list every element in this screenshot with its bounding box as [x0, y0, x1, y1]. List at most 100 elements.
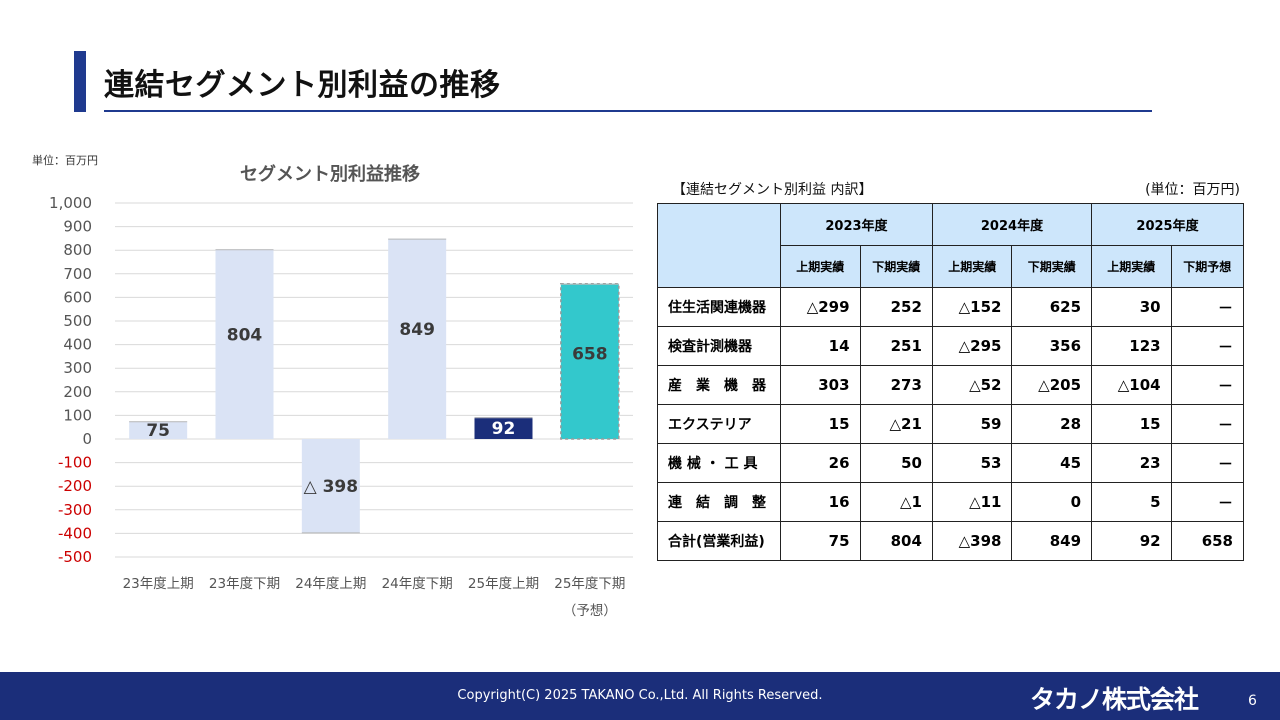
- y-tick-label: 800: [63, 241, 92, 259]
- row-label: エクステリア: [657, 404, 781, 444]
- y-tick-label: 500: [63, 312, 92, 330]
- table-cell: 658: [1170, 521, 1245, 561]
- title-underline: [104, 110, 1152, 112]
- year-header-2025: 2025年度: [1091, 203, 1244, 246]
- bar-23年度上期: [129, 421, 188, 439]
- x-category-label: 25年度下期: [554, 576, 625, 592]
- table-cell: 16: [780, 482, 861, 522]
- table-cell: 356: [1011, 326, 1093, 366]
- table-row: 産 業 機 器 303 273 △52 △205 △104 －: [657, 365, 1245, 405]
- sub-header: 下期実績: [859, 245, 933, 288]
- table-cell: －: [1170, 287, 1245, 327]
- table-cell: △299: [780, 287, 861, 327]
- chart-title: セグメント別利益推移: [240, 164, 420, 185]
- table-row: 住生活関連機器 △299 252 △152 625 30 －: [657, 287, 1245, 327]
- table-cell: △295: [931, 326, 1013, 366]
- row-label: 検査計測機器: [657, 326, 781, 366]
- table-cell: 28: [1011, 404, 1093, 444]
- table-total-row: 合計(営業利益) 75 804 △398 849 92 658: [657, 521, 1245, 561]
- y-tick-label: 200: [63, 383, 92, 401]
- table-cell: 14: [780, 326, 861, 366]
- x-category-label: 24年度下期: [382, 576, 453, 592]
- table-cell: △11: [931, 482, 1013, 522]
- chart-gridlines: [115, 202, 633, 558]
- x-category-sublabel: （予想）: [563, 603, 617, 619]
- sub-header: 上期実績: [1091, 245, 1172, 288]
- table-corner-cell: [657, 203, 781, 288]
- table-cell: 23: [1091, 443, 1172, 483]
- table-cell: 53: [931, 443, 1013, 483]
- chart-x-categories: 23年度上期 23年度下期 24年度上期 24年度下期 25年度上期 25年度下期 （予想）: [123, 576, 626, 619]
- sub-header: 上期実績: [780, 245, 861, 288]
- title-accent-bar: [74, 51, 86, 112]
- table-cell: －: [1170, 365, 1245, 405]
- chart-data-labels: 75 804 △ 398 849 92 658: [146, 320, 607, 497]
- table-cell: 45: [1011, 443, 1093, 483]
- table-year-header-row: 2023年度 2024年度 2025年度: [657, 203, 1244, 288]
- chart-y-ticks: 1,000 900 800 700 600 500 400 300 200 100 0 -100 -20…: [49, 194, 92, 566]
- table-cell: △104: [1091, 365, 1172, 405]
- y-tick-label: 900: [63, 218, 92, 236]
- y-tick-label: -300: [58, 501, 92, 519]
- copyright-text: Copyright(C) 2025 TAKANO Co.,Ltd. All Ri…: [457, 688, 823, 703]
- x-category-label: 24年度上期: [295, 576, 366, 592]
- x-category-label: 25年度上期: [468, 576, 539, 592]
- segment-profit-table: 2023年度 2024年度 2025年度 上期実績 下期実績 上期実績 下期実績…: [657, 203, 1245, 561]
- data-label: 849: [399, 320, 435, 340]
- table-cell: 15: [780, 404, 861, 444]
- table-cell: －: [1170, 326, 1245, 366]
- y-tick-label: -100: [58, 454, 92, 472]
- table-cell: △205: [1011, 365, 1093, 405]
- sub-header: 下期予想: [1170, 245, 1245, 288]
- x-category-label: 23年度上期: [123, 576, 194, 592]
- table-cell: 75: [780, 521, 861, 561]
- table-cell: △52: [931, 365, 1013, 405]
- table-cell: 273: [859, 365, 933, 405]
- y-tick-label: 0: [82, 430, 92, 448]
- table-row: 検査計測機器 14 251 △295 356 123 －: [657, 326, 1245, 366]
- table-cell: 26: [780, 443, 861, 483]
- table-cell: 251: [859, 326, 933, 366]
- table-row: エクステリア 15 △21 59 28 15 －: [657, 404, 1245, 444]
- table-cell: －: [1170, 482, 1245, 522]
- y-tick-label: 100: [63, 406, 92, 424]
- table-cell: △152: [931, 287, 1013, 327]
- data-label: 92: [492, 419, 516, 439]
- y-tick-label: 400: [63, 336, 92, 354]
- y-tick-label: -500: [58, 548, 92, 566]
- page-number: 6: [1248, 693, 1257, 709]
- year-header-2024: 2024年度: [931, 203, 1093, 246]
- table-cell: 625: [1011, 287, 1093, 327]
- table-cell: 92: [1091, 521, 1172, 561]
- footer-bar: [0, 672, 1280, 720]
- table-cell: 30: [1091, 287, 1172, 327]
- chart-bars: [129, 238, 620, 534]
- chart-unit-label: 単位：百万円: [32, 154, 98, 167]
- bar-24年度上期: [301, 439, 360, 533]
- table-cell: 15: [1091, 404, 1172, 444]
- row-label: 産 業 機 器: [657, 365, 781, 405]
- data-label: 658: [572, 345, 608, 365]
- table-cell: 252: [859, 287, 933, 327]
- row-label: 機 械 ・ 工 具: [657, 443, 781, 483]
- table-cell: －: [1170, 404, 1245, 444]
- row-label: 合計(営業利益): [657, 521, 781, 561]
- sub-header: 上期実績: [931, 245, 1013, 288]
- table-cell: 0: [1011, 482, 1093, 522]
- table-row: 機 械 ・ 工 具 26 50 53 45 23 －: [657, 443, 1245, 483]
- table-cell: 303: [780, 365, 861, 405]
- y-tick-label: -200: [58, 477, 92, 495]
- table-cell: △398: [931, 521, 1013, 561]
- company-logo: タカノ株式会社: [1030, 685, 1199, 714]
- data-label: 804: [227, 326, 263, 346]
- table-cell: 123: [1091, 326, 1172, 366]
- table-unit-label: (単位：百万円): [1145, 182, 1240, 198]
- table-caption: 【連結セグメント別利益 内訳】: [672, 182, 873, 198]
- bar-23年度下期: [215, 249, 274, 439]
- year-header-2023: 2023年度: [780, 203, 933, 246]
- y-tick-label: 700: [63, 265, 92, 283]
- data-label: △ 398: [304, 477, 358, 497]
- y-tick-label: 300: [63, 359, 92, 377]
- row-label: 連 結 調 整: [657, 482, 781, 522]
- bar-24年度下期: [388, 238, 447, 439]
